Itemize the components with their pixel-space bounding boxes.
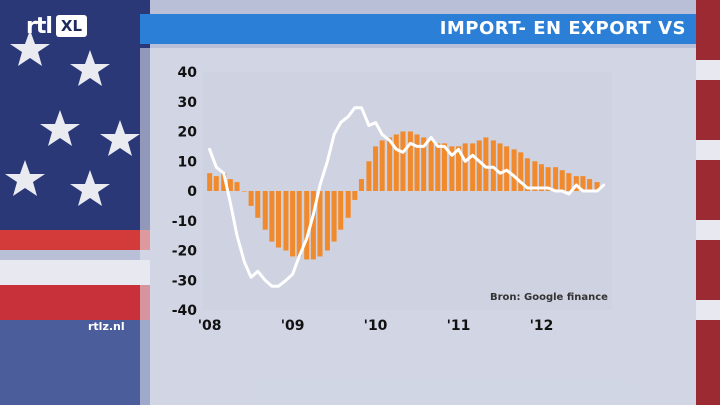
bar [304, 191, 310, 260]
bar [283, 191, 289, 251]
bar [456, 146, 462, 191]
bar [207, 173, 213, 191]
bar [331, 191, 337, 242]
bar [435, 143, 441, 191]
x-tick-label: '12 [530, 318, 554, 334]
bar [407, 131, 413, 191]
bar [262, 191, 268, 230]
logo-xl: XL [55, 15, 88, 37]
bar [338, 191, 344, 230]
bar [532, 161, 538, 191]
x-tick-label: '09 [281, 318, 305, 334]
bar [566, 173, 572, 191]
bar [476, 140, 482, 191]
bar [290, 191, 296, 257]
chart-title: IMPORT- EN EXPORT VS [439, 18, 686, 39]
source-label: Bron: Google finance [490, 292, 608, 303]
x-tick-label: '08 [198, 318, 222, 334]
bar [441, 143, 447, 191]
bar [580, 176, 586, 191]
y-tick-label: -40 [172, 303, 198, 319]
bar [421, 137, 427, 191]
bar [400, 131, 406, 191]
bar [594, 182, 600, 191]
logo-rtl: rtl [26, 13, 53, 39]
bar [524, 158, 530, 191]
bar [296, 191, 302, 257]
bar [269, 191, 275, 242]
bar [553, 167, 559, 191]
bar [379, 140, 385, 191]
bar [324, 191, 330, 251]
bar [366, 161, 372, 191]
y-tick-label: 40 [178, 65, 198, 81]
site-label: rtlz.nl [88, 320, 125, 333]
bar [345, 191, 351, 218]
bar [587, 179, 593, 191]
bar [358, 179, 364, 191]
bar [317, 191, 323, 257]
y-tick-label: 10 [178, 154, 198, 170]
bar [352, 191, 358, 200]
channel-logo: rtl XL [26, 12, 88, 40]
y-tick-label: 30 [178, 95, 198, 111]
bar [227, 179, 233, 191]
bar [573, 176, 579, 191]
x-tick-label: '11 [447, 318, 471, 334]
bar [428, 140, 434, 191]
bar [470, 143, 476, 191]
bar [449, 146, 455, 191]
y-tick-label: -30 [172, 273, 198, 289]
bar [393, 134, 399, 191]
bar [387, 137, 393, 191]
y-tick-label: -20 [172, 244, 198, 260]
bar [483, 137, 489, 191]
bar [511, 149, 517, 191]
bar [462, 143, 468, 191]
y-tick-label: 20 [178, 125, 198, 141]
bar [221, 173, 227, 191]
bar [559, 170, 565, 191]
bar [255, 191, 261, 218]
chart-panel [140, 48, 696, 405]
bar [310, 191, 316, 260]
bar [538, 164, 544, 191]
bar [213, 176, 219, 191]
bar [241, 191, 247, 192]
bar [545, 167, 551, 191]
bar [234, 182, 240, 191]
bar [504, 146, 510, 191]
bar [518, 152, 524, 191]
bar [414, 134, 420, 191]
y-tick-label: 0 [187, 184, 197, 200]
y-tick-label: -10 [172, 214, 198, 230]
bar [275, 191, 281, 248]
title-bar: IMPORT- EN EXPORT VS [140, 14, 696, 44]
series-line [208, 106, 606, 288]
x-tick-label: '10 [364, 318, 388, 334]
bar [248, 191, 254, 206]
bar [373, 146, 379, 191]
bar [497, 143, 503, 191]
